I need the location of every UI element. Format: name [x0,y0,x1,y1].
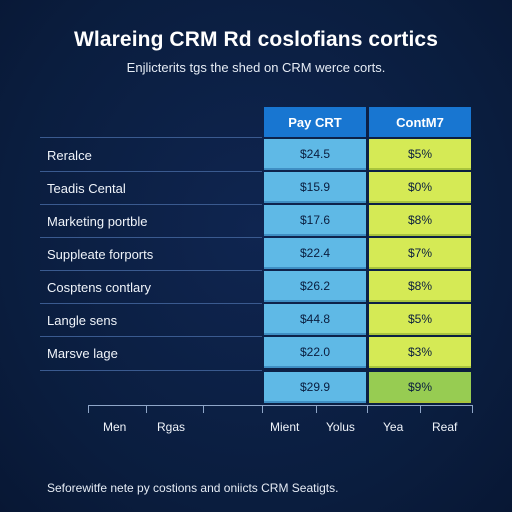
table-cell-pay[interactable]: $44.8 [264,304,366,335]
row-label: Reralce [47,148,92,163]
axis-label: Reaf [432,420,458,434]
footer-note: Seforewitfe nete py costions and oniicts… [47,481,339,495]
row-divider [40,204,262,205]
table-cell-cont[interactable]: $3% [369,337,471,368]
table-cell-cont[interactable]: $0% [369,172,471,203]
row-label: Suppleate forports [47,247,154,262]
axis-label: Men [103,420,127,434]
column-header-cont[interactable]: ContM7 [369,107,471,137]
row-label: Langle sens [47,313,118,328]
row-divider [40,137,262,138]
table-cell-pay[interactable]: $22.4 [264,238,366,269]
axis-tick [367,405,368,413]
table-cell-pay[interactable]: $26.2 [264,271,366,302]
axis-tick [420,405,421,413]
axis-tick [472,405,473,413]
axis-label: Yolus [326,420,355,434]
row-divider [40,270,262,271]
row-label: Marketing portble [47,214,148,229]
table-cell-cont[interactable]: $5% [369,304,471,335]
row-label: Cosptens contlary [47,280,152,295]
axis-label: Mient [270,420,300,434]
page-title: Wlareing CRM Rd coslofians cortics [74,28,438,51]
table-cell-pay[interactable]: $15.9 [264,172,366,203]
axis-label: Yea [383,420,404,434]
table-cell-cont[interactable]: $8% [369,205,471,236]
row-label: Teadis Cental [47,181,126,196]
table-cell-pay[interactable]: $29.9 [264,372,366,403]
axis-label: Rgas [157,420,186,434]
table-cell-cont[interactable]: $8% [369,271,471,302]
table-cell-pay[interactable]: $22.0 [264,337,366,368]
table-cell-cont[interactable]: $7% [369,238,471,269]
axis-tick [88,405,89,413]
axis-tick [146,405,147,413]
row-divider [40,303,262,304]
row-label: Marsve lage [47,346,118,361]
column-header-pay[interactable]: Pay CRT [264,107,366,137]
page-subtitle: Enjlicterits tgs the shed on CRM werce c… [126,60,386,75]
table-cell-cont[interactable]: $5% [369,139,471,170]
row-divider [40,336,262,337]
row-divider [40,237,262,238]
table-cell-pay[interactable]: $24.5 [264,139,366,170]
axis-tick [316,405,317,413]
row-divider [40,171,262,172]
table-cell-pay[interactable]: $17.6 [264,205,366,236]
row-divider [40,370,262,371]
axis-line [88,405,473,406]
table-cell-cont[interactable]: $9% [369,372,471,403]
axis-tick [262,405,263,413]
axis-tick [203,405,204,413]
